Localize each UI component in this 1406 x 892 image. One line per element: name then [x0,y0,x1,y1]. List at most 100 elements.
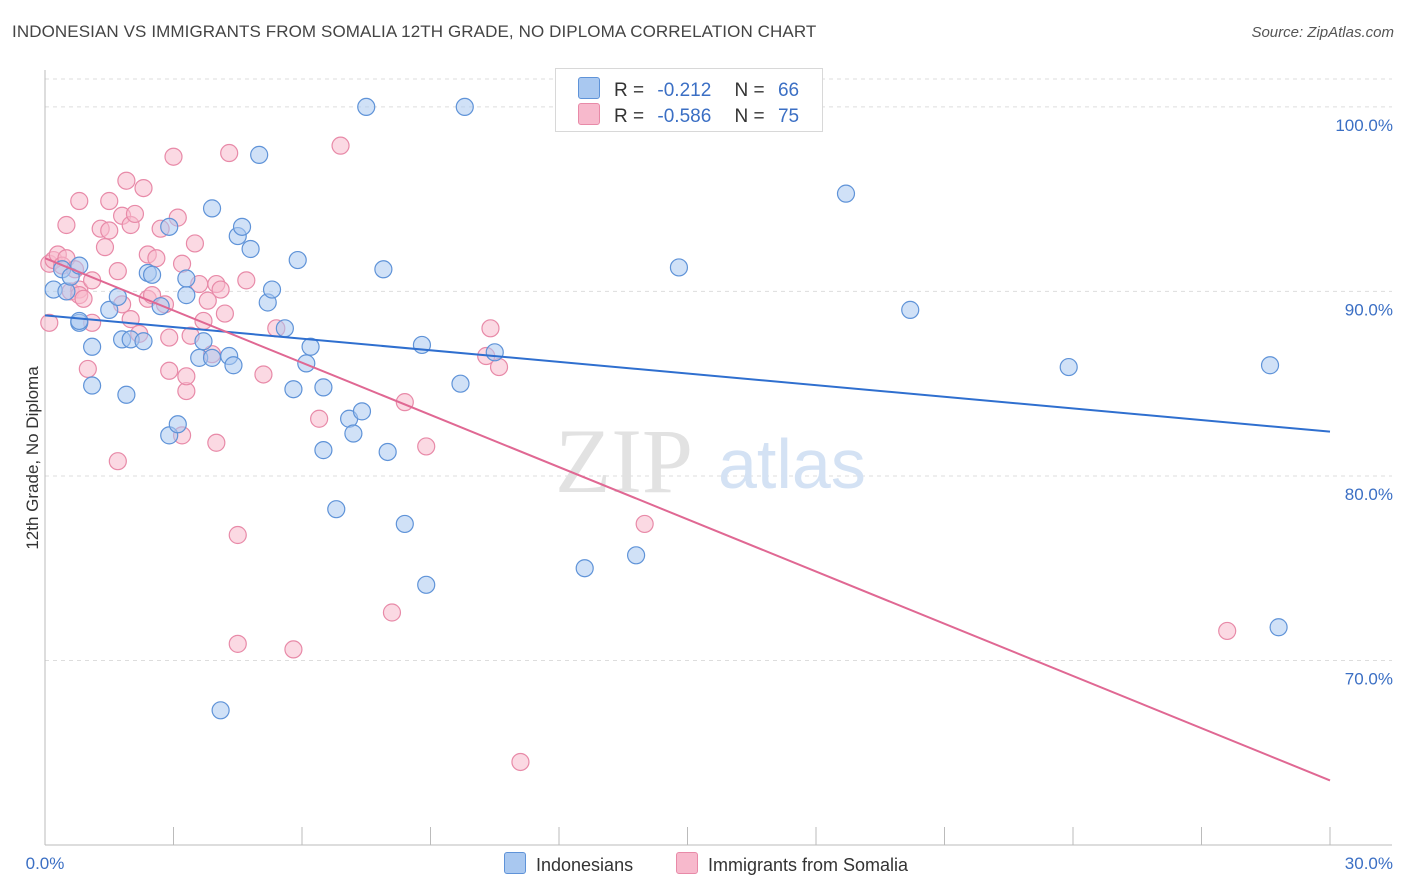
indonesian-trend-line [44,314,1331,433]
legend-r-value-somalia: -0.586 [657,106,712,127]
legend-row-indonesians: R = -0.212 N = 66 [578,77,799,101]
somalia-point [481,319,500,338]
indonesian-point [83,376,102,395]
indonesian-point [1059,357,1078,377]
somalia-point [70,191,89,211]
somalia-point [177,367,196,386]
somalia-point [215,304,234,323]
indonesian-point [626,546,646,565]
indonesian-point [395,514,414,534]
y-axis-title: 12th Grade, No Diploma [23,366,42,550]
legend-n-value-indonesians: 66 [777,80,800,101]
y-tick-label: 100.0% [1335,116,1393,135]
indonesian-point [344,424,363,443]
somalia-point [160,361,179,380]
indonesian-point [314,441,333,460]
indonesian-point [301,337,320,356]
somalia-point [417,437,436,456]
indonesian-point [455,97,474,117]
somalia-point [331,136,350,155]
indonesian-point [211,701,230,720]
source-label: Source: ZipAtlas.com [1251,24,1394,41]
somalia-point [164,147,183,166]
indonesian-point [194,332,213,351]
blue-swatch [504,852,526,874]
indonesian-point [160,217,179,236]
somalia-point [40,313,59,332]
indonesian-point [168,415,187,434]
indonesian-point [177,269,196,288]
somalia-point [284,640,303,659]
somalia-point [100,191,119,211]
axes [44,70,1392,846]
legend-n-value-somalia: 75 [777,106,800,127]
somalia-point [185,234,205,253]
indonesian-point [357,97,376,117]
watermark-zip: ZIP [555,410,693,512]
indonesian-point [224,356,243,375]
somalia-point [74,289,93,308]
legend-item-somalia: Immigrants from Somalia [676,852,908,876]
indonesian-point [417,575,436,594]
indonesian-point [134,332,153,351]
somalia-point [108,452,127,471]
indonesian-point [232,217,252,236]
watermark-atlas: atlas [718,425,866,503]
somalia-point [635,514,654,534]
somalia-point [228,525,247,545]
legend-row-somalia: R = -0.586 N = 75 [578,103,799,127]
legend-n-label: N = [734,106,765,127]
indonesian-point [374,260,393,279]
y-tick-label: 90.0% [1345,300,1393,319]
indonesian-point [250,145,269,164]
blue-swatch [578,77,600,99]
indonesian-point [451,374,470,393]
watermark: ZIP atlas [555,410,866,512]
indonesian-point [378,442,397,462]
somalia-point [382,603,402,622]
indonesian-point [669,258,689,277]
indonesian-point [836,184,856,203]
indonesian-point [262,280,282,299]
somalia-point [220,143,239,163]
pink-swatch [578,103,600,125]
indonesian-point [352,402,372,421]
stats-legend: R = -0.212 N = 66 R = -0.586 N = 75 [555,68,823,132]
indonesian-point [1260,356,1280,375]
indonesian-point [241,239,260,259]
indonesian-point [83,337,102,356]
somalia-point [228,634,247,653]
indonesian-point [327,500,346,519]
somalia-point [207,433,226,452]
tick-labels: 70.0% 80.0% 90.0% 100.0% 0.0% 30.0% [26,116,1393,873]
y-tick-label: 80.0% [1345,485,1393,504]
indonesian-point [288,250,307,270]
somalia-point [57,215,76,235]
indonesian-point [202,199,222,218]
legend-label-indonesians: Indonesians [536,855,634,875]
somalia-point [254,365,273,384]
indonesian-point [1269,618,1288,637]
indonesian-point [202,348,222,367]
indonesian-point [314,378,333,397]
y-tick-label: 70.0% [1345,669,1393,688]
somalia-point [310,409,329,428]
somalia-point [1218,621,1237,641]
somalia-trend-line [44,257,1331,782]
trend-lines [44,257,1331,782]
legend-n-label: N = [734,80,765,101]
series-legend: Indonesians Immigrants from Somalia [0,852,1406,878]
somalia-point [100,221,119,240]
legend-r-label: R = [614,106,645,127]
somalia-point [147,249,166,268]
somalia-point [160,328,179,347]
indonesian-point [275,319,294,338]
indonesian-point [177,286,196,305]
chart-title: INDONESIAN VS IMMIGRANTS FROM SOMALIA 12… [12,22,817,41]
grid-lines [45,78,1392,661]
somalia-point [125,204,145,224]
somalia-point [134,178,153,198]
indonesian-points [44,97,1288,720]
somalia-point [108,262,127,281]
